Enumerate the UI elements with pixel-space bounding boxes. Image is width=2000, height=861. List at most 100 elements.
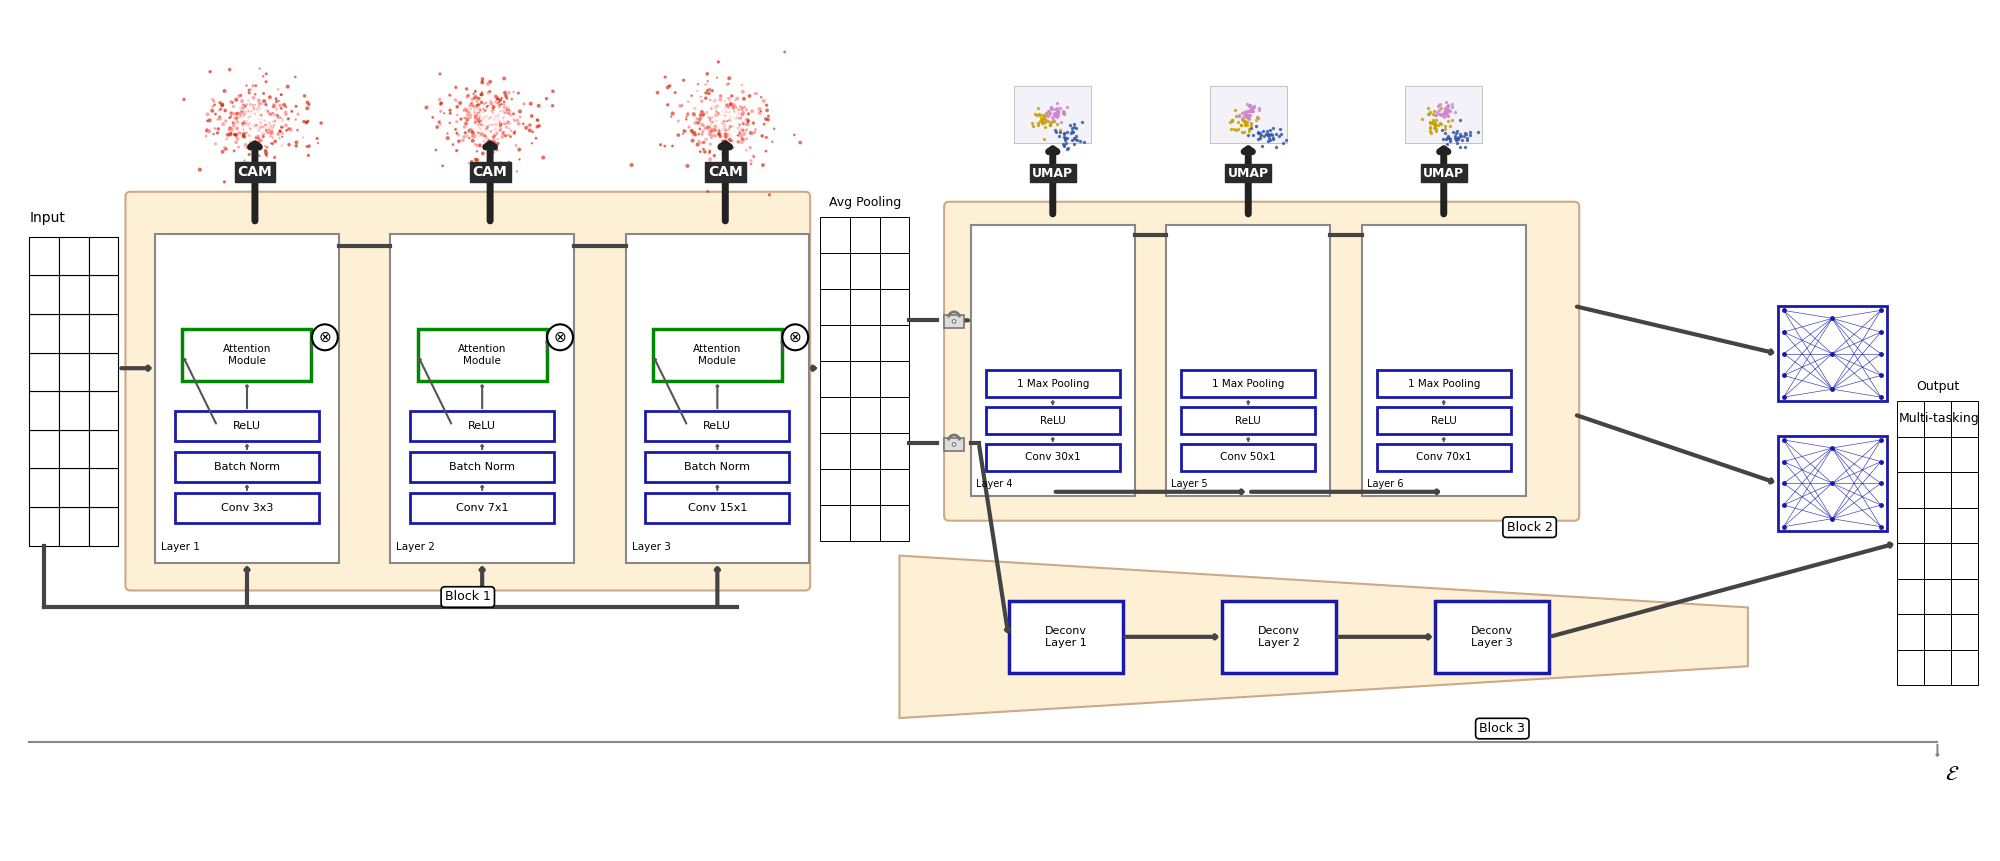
Point — [486, 105, 518, 119]
Point — [750, 98, 782, 112]
Point — [470, 117, 502, 131]
Point — [1050, 131, 1082, 145]
Bar — [1436, 601, 1550, 672]
Point — [476, 120, 508, 133]
Point — [468, 115, 500, 128]
Text: 1 Max Pooling: 1 Max Pooling — [1016, 379, 1088, 388]
Point — [246, 97, 278, 111]
Point — [248, 94, 280, 108]
Point — [234, 128, 266, 142]
Point — [482, 95, 514, 108]
Point — [1036, 110, 1068, 124]
Text: 1 Max Pooling: 1 Max Pooling — [1408, 379, 1480, 388]
Point — [712, 103, 744, 117]
Point — [236, 108, 268, 121]
Point — [476, 117, 508, 131]
Point — [230, 78, 262, 92]
Point — [1230, 108, 1262, 122]
Bar — [1896, 579, 1924, 614]
Point — [1418, 120, 1450, 133]
Point — [700, 110, 732, 124]
Point — [214, 108, 246, 122]
Point — [1032, 104, 1064, 118]
Point — [1228, 116, 1260, 130]
Point — [1254, 123, 1286, 137]
Point — [242, 127, 274, 140]
Point — [688, 107, 720, 121]
Point — [678, 128, 710, 142]
Point — [478, 108, 510, 122]
Point — [272, 122, 304, 136]
Point — [466, 117, 498, 131]
Point — [484, 110, 516, 124]
Point — [732, 115, 764, 128]
Point — [1224, 108, 1256, 122]
Bar — [1950, 472, 1978, 508]
Point — [480, 103, 512, 117]
Point — [214, 121, 246, 135]
Point — [456, 108, 488, 121]
Point — [1426, 123, 1458, 137]
Point — [470, 116, 502, 130]
Text: UMAP: UMAP — [1228, 167, 1268, 180]
Point — [476, 146, 508, 159]
Point — [718, 118, 750, 132]
Text: Conv 3x3: Conv 3x3 — [220, 503, 274, 513]
Point — [474, 115, 506, 128]
Point — [224, 119, 256, 133]
Point — [1054, 118, 1086, 132]
Point — [1432, 107, 1464, 121]
Point — [232, 107, 264, 121]
Point — [1422, 97, 1454, 111]
Point — [264, 113, 296, 127]
Point — [1234, 102, 1266, 116]
Point — [690, 130, 722, 144]
Point — [1418, 104, 1450, 118]
Point — [236, 109, 268, 123]
Point — [1426, 108, 1458, 121]
Point — [478, 111, 510, 125]
Point — [456, 129, 488, 143]
Point — [230, 127, 262, 141]
Point — [242, 131, 274, 145]
Point — [1218, 122, 1250, 136]
Text: UMAP: UMAP — [1032, 167, 1074, 180]
Point — [1242, 127, 1274, 140]
Point — [516, 136, 548, 150]
Text: Multi-tasking: Multi-tasking — [1898, 412, 1980, 425]
Point — [292, 96, 324, 109]
Point — [672, 108, 704, 121]
Point — [240, 105, 272, 119]
Point — [236, 105, 268, 119]
Point — [710, 130, 742, 144]
Point — [254, 110, 286, 124]
Point — [480, 118, 512, 132]
Point — [1418, 117, 1450, 131]
Point — [502, 86, 534, 100]
Point — [1430, 107, 1462, 121]
Point — [270, 106, 302, 120]
Point — [472, 105, 504, 119]
Point — [516, 109, 548, 123]
Point — [1440, 129, 1472, 143]
Point — [482, 121, 514, 135]
Point — [462, 115, 494, 128]
Point — [700, 116, 732, 130]
Point — [492, 116, 524, 130]
Point — [484, 117, 516, 131]
Point — [466, 106, 498, 120]
Point — [254, 116, 286, 130]
Point — [264, 125, 296, 139]
Point — [714, 71, 746, 85]
Text: ReLU: ReLU — [232, 421, 260, 431]
Point — [714, 100, 746, 114]
Point — [712, 118, 744, 132]
Point — [248, 103, 280, 117]
Point — [454, 124, 486, 138]
Point — [1026, 112, 1058, 126]
Point — [750, 131, 782, 145]
Point — [234, 127, 266, 141]
Point — [1416, 126, 1448, 139]
Point — [466, 121, 498, 135]
Point — [706, 158, 738, 171]
